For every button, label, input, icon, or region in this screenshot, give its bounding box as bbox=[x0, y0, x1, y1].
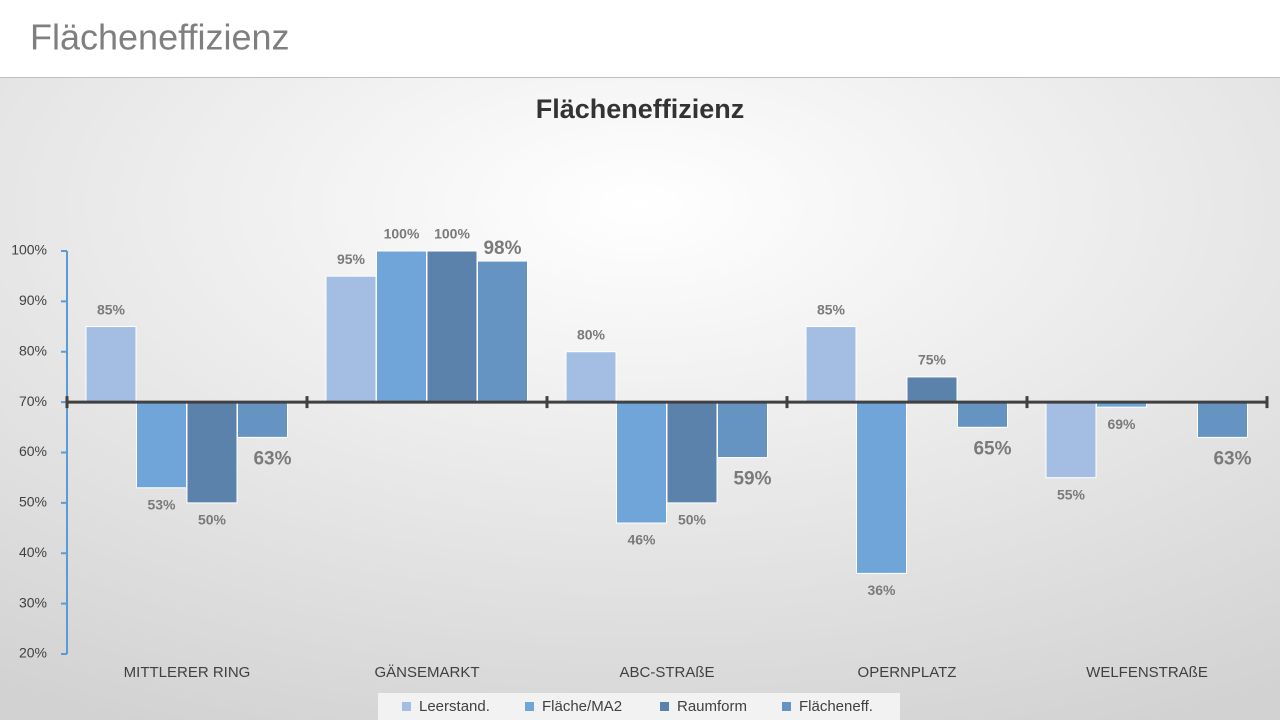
legend-swatch bbox=[660, 702, 669, 711]
bar bbox=[957, 401, 1008, 428]
legend-label: Leerstand. bbox=[419, 698, 490, 715]
data-label: 46% bbox=[627, 532, 656, 548]
data-label: 59% bbox=[733, 469, 771, 490]
y-tick-label: 60% bbox=[19, 443, 47, 459]
chart-area bbox=[0, 77, 1280, 720]
data-label: 80% bbox=[577, 326, 606, 342]
y-tick-label: 90% bbox=[19, 292, 47, 308]
data-label: 63% bbox=[253, 448, 291, 469]
x-tick-label: GÄNSEMARKT bbox=[374, 664, 479, 681]
y-tick-label: 30% bbox=[19, 594, 47, 610]
data-label: 55% bbox=[1057, 486, 1086, 502]
x-tick-label: OPERNPLATZ bbox=[858, 664, 957, 681]
data-label: 63% bbox=[1213, 448, 1251, 469]
x-tick-label: MITTLERER RING bbox=[124, 664, 251, 681]
bar bbox=[85, 326, 137, 403]
bar bbox=[426, 250, 478, 403]
bar bbox=[237, 401, 288, 438]
bar bbox=[717, 401, 768, 459]
bar bbox=[565, 351, 617, 403]
data-label: 50% bbox=[678, 512, 707, 528]
data-label: 75% bbox=[918, 352, 947, 368]
data-label: 50% bbox=[198, 512, 227, 528]
header-band bbox=[0, 0, 1280, 77]
data-label: 69% bbox=[1107, 416, 1136, 432]
bar bbox=[906, 376, 958, 403]
y-tick-label: 50% bbox=[19, 494, 47, 510]
data-label: 36% bbox=[867, 582, 896, 598]
data-label: 85% bbox=[97, 301, 126, 317]
y-tick-label: 80% bbox=[19, 342, 47, 358]
bar bbox=[805, 326, 857, 403]
legend-label: Flächeneff. bbox=[799, 698, 873, 715]
data-label: 98% bbox=[483, 238, 521, 259]
bar bbox=[1045, 401, 1097, 479]
bar bbox=[666, 401, 718, 504]
y-tick-label: 20% bbox=[19, 645, 47, 661]
x-tick-label: WELFENSTRAßE bbox=[1086, 664, 1208, 681]
bar bbox=[856, 401, 907, 574]
bar bbox=[1197, 401, 1248, 438]
data-label: 85% bbox=[817, 301, 846, 317]
legend-swatch bbox=[782, 702, 791, 711]
bar bbox=[186, 401, 238, 504]
chart-title: Flächeneffizienz bbox=[536, 94, 745, 124]
data-label: 100% bbox=[384, 226, 420, 242]
bar bbox=[616, 401, 667, 524]
legend-box bbox=[378, 693, 900, 720]
x-tick-label: ABC-STRAßE bbox=[619, 664, 714, 681]
bar bbox=[477, 260, 528, 403]
legend-label: Raumform bbox=[677, 698, 747, 715]
data-label: 53% bbox=[147, 496, 176, 512]
data-label: 95% bbox=[337, 251, 366, 267]
data-label: 65% bbox=[973, 438, 1011, 459]
bar bbox=[376, 250, 427, 403]
legend-label: Fläche/MA2 bbox=[542, 698, 622, 715]
legend-swatch bbox=[402, 702, 411, 711]
header-title: Flächeneffizienz bbox=[30, 17, 290, 58]
y-tick-label: 100% bbox=[11, 242, 47, 258]
y-tick-label: 40% bbox=[19, 544, 47, 560]
legend-swatch bbox=[525, 702, 534, 711]
y-tick-label: 70% bbox=[19, 393, 47, 409]
data-label: 100% bbox=[434, 226, 470, 242]
bar bbox=[325, 275, 377, 403]
bar bbox=[136, 401, 187, 489]
